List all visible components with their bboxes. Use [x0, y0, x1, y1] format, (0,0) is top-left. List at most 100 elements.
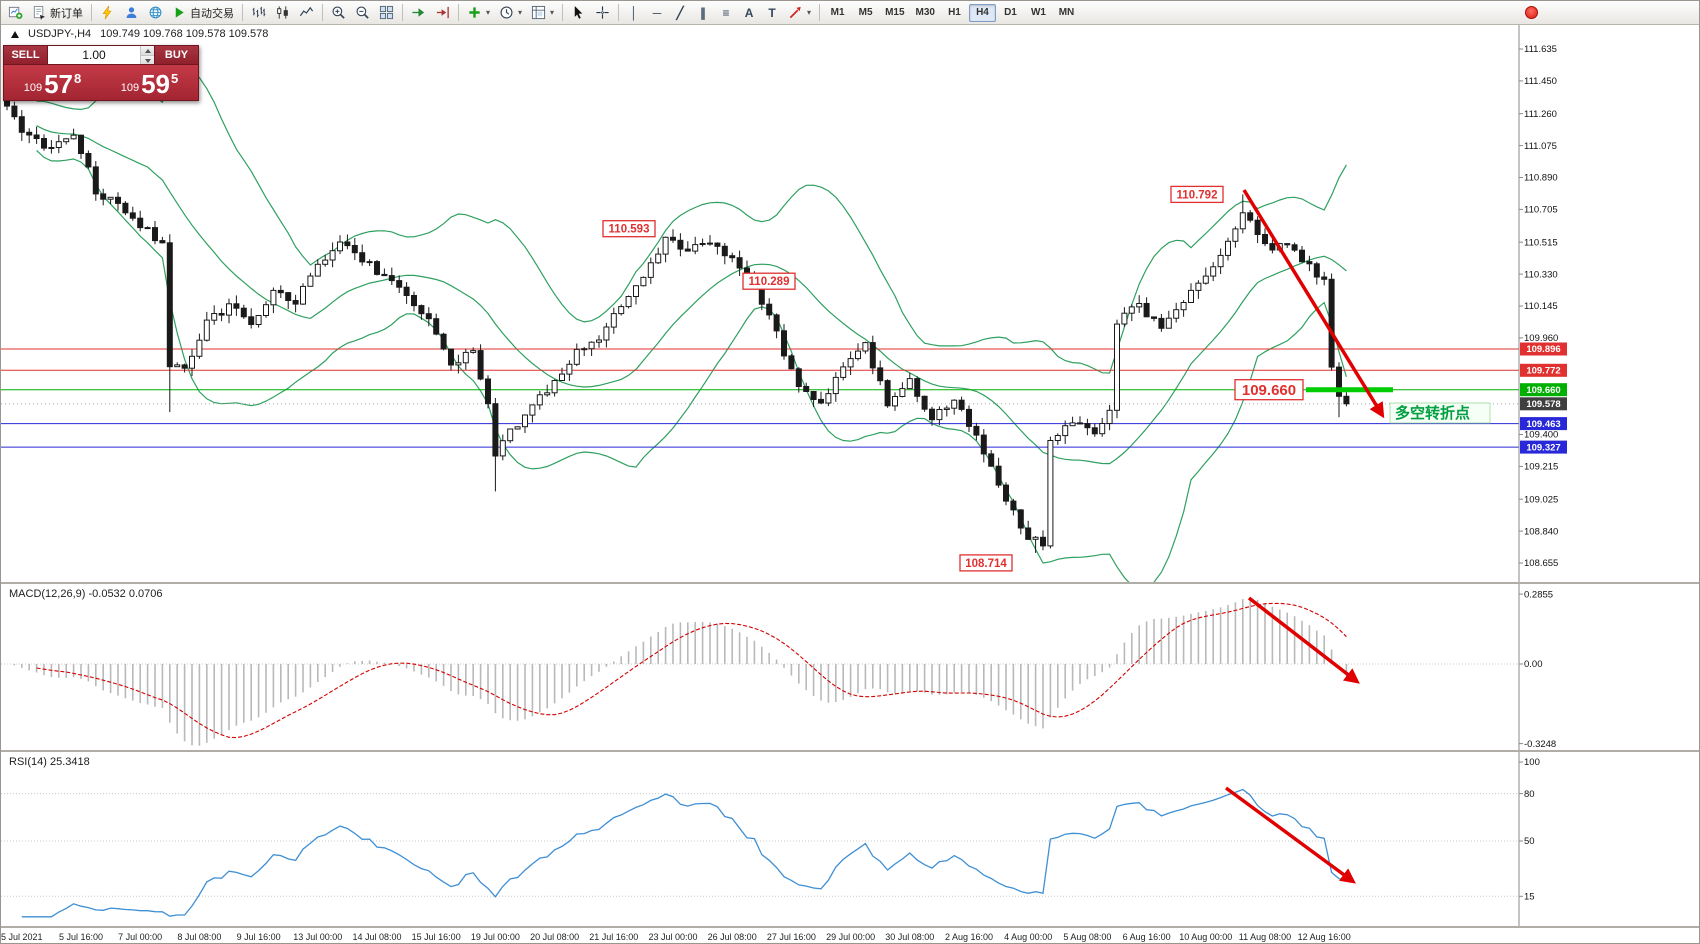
market-button[interactable]: [144, 3, 167, 23]
periods-button[interactable]: ▾: [495, 3, 526, 23]
volume-increase-button[interactable]: [141, 46, 154, 55]
rsi-panel[interactable]: 100 80 50 15: [1, 752, 1700, 926]
timeframe-h1[interactable]: H1: [941, 4, 968, 22]
macd-panel[interactable]: 0.2855 0.00 -0.3248: [1, 584, 1700, 750]
timeframe-m15[interactable]: M15: [880, 4, 909, 22]
mql5-community-icon: [100, 5, 115, 20]
time-label: 21 Jul 16:00: [589, 932, 639, 942]
notification-dot-icon[interactable]: [1525, 6, 1538, 19]
svg-text:109.660: 109.660: [1242, 382, 1296, 399]
svg-text:80: 80: [1524, 789, 1535, 800]
new-order-button[interactable]: 新订单: [28, 3, 87, 23]
svg-text:111.075: 111.075: [1524, 141, 1557, 152]
time-label: 4 Aug 00:00: [1004, 932, 1053, 942]
svg-text:0.00: 0.00: [1524, 659, 1543, 670]
fibonacci-button[interactable]: ≡: [715, 3, 737, 23]
ask-price[interactable]: 109 59 5: [101, 65, 198, 100]
zoom-out-button[interactable]: [351, 3, 374, 23]
timeframe-m1[interactable]: M1: [824, 4, 851, 22]
text-button[interactable]: A: [738, 3, 760, 23]
panel-separator[interactable]: [1, 582, 1699, 584]
time-label: 20 Jul 08:00: [530, 932, 580, 942]
zoom-in-button[interactable]: [327, 3, 350, 23]
timeframe-mn[interactable]: MN: [1053, 4, 1080, 22]
trendline-button[interactable]: ╱: [669, 3, 691, 23]
crosshair-button[interactable]: [591, 3, 614, 23]
label-button[interactable]: T: [761, 3, 783, 23]
crosshair-icon: [595, 5, 610, 20]
timeframe-h4[interactable]: H4: [968, 3, 996, 22]
candlestick-chart-button[interactable]: [271, 3, 294, 23]
svg-text:110.289: 110.289: [749, 276, 790, 288]
volume-decrease-button[interactable]: [141, 54, 154, 64]
sell-button[interactable]: SELL: [3, 45, 48, 65]
time-axis[interactable]: 5 Jul 2021 5 Jul 16:00 7 Jul 00:00 8 Jul 08…: [1, 928, 1699, 943]
vertical-line-button[interactable]: │: [623, 3, 645, 23]
svg-text:108.840: 108.840: [1524, 526, 1558, 537]
ask-pip-digit: 5: [171, 71, 179, 86]
templates-button[interactable]: ▾: [527, 3, 558, 23]
time-label: 26 Jul 08:00: [707, 932, 757, 942]
toolbar-divider: [562, 4, 564, 21]
channel-icon: ∥: [700, 5, 707, 20]
timeframe-w1[interactable]: W1: [1025, 4, 1052, 22]
chart-shift-button[interactable]: [431, 3, 454, 23]
new-chart-button[interactable]: [4, 3, 27, 23]
templates-icon: [531, 5, 546, 20]
symbol-ohlc: 109.749 109.768 109.578 109.578: [100, 28, 269, 40]
chart-shift-icon: [435, 5, 450, 20]
buy-button[interactable]: BUY: [154, 45, 199, 65]
svg-text:100: 100: [1524, 757, 1540, 768]
svg-text:109.660: 109.660: [1526, 385, 1560, 396]
zoom-out-icon: [355, 5, 370, 20]
bid-price[interactable]: 109 57 8: [4, 65, 101, 100]
caret-down-icon: ▾: [550, 8, 555, 17]
macd-values: -0.0532 0.0706: [88, 588, 163, 600]
auto-trading-button[interactable]: 自动交易: [168, 3, 238, 23]
rsi-name: RSI(14): [9, 756, 47, 768]
mql5-community-button[interactable]: [96, 3, 119, 23]
accounts-button[interactable]: [120, 3, 143, 23]
cursor-button[interactable]: [567, 3, 590, 23]
auto-scroll-button[interactable]: [407, 3, 430, 23]
time-label: 27 Jul 16:00: [766, 932, 816, 942]
tile-windows-button[interactable]: [375, 3, 398, 23]
bar-chart-button[interactable]: [247, 3, 270, 23]
line-chart-button[interactable]: [295, 3, 318, 23]
one-click-toggle-icon[interactable]: [11, 30, 19, 38]
bid-prefix: 109: [23, 82, 43, 94]
volume-spinner: [140, 46, 154, 64]
time-label: 14 Jul 08:00: [352, 932, 402, 942]
svg-text:108.655: 108.655: [1524, 558, 1558, 569]
time-label: 10 Aug 00:00: [1179, 932, 1233, 942]
time-label: 11 Aug 08:00: [1238, 932, 1292, 942]
caret-down-icon: ▾: [518, 8, 523, 17]
horizontal-line-button[interactable]: ─: [646, 3, 668, 23]
svg-text:109.025: 109.025: [1524, 494, 1558, 505]
toolbar-divider: [458, 4, 459, 21]
svg-text:-0.3248: -0.3248: [1524, 739, 1556, 750]
ask-prefix: 109: [120, 82, 140, 94]
volume-value[interactable]: 1.00: [82, 48, 106, 62]
candlestick-chart-icon: [275, 5, 290, 20]
volume-field[interactable]: 1.00: [48, 45, 154, 65]
panel-separator[interactable]: [1, 926, 1699, 928]
time-label: 5 Jul 16:00: [58, 932, 104, 942]
vertical-line-icon: │: [630, 5, 638, 20]
accounts-icon: [124, 5, 139, 20]
rsi-indicator-label: RSI(14) 25.3418: [9, 756, 90, 768]
svg-text:110.330: 110.330: [1524, 269, 1558, 280]
shapes-button[interactable]: ▾: [784, 3, 815, 23]
svg-text:110.792: 110.792: [1177, 189, 1218, 201]
market-icon: [148, 5, 163, 20]
timeframe-m30[interactable]: M30: [911, 4, 940, 22]
indicators-button[interactable]: ▾: [463, 3, 494, 23]
timeframe-d1[interactable]: D1: [997, 4, 1024, 22]
periods-icon: [499, 5, 514, 20]
panel-separator[interactable]: [1, 750, 1699, 752]
main-price-chart[interactable]: 111.635 111.450 111.260 111.075 110.890 110.7…: [1, 25, 1700, 582]
svg-text:109.463: 109.463: [1526, 419, 1560, 430]
timeframe-m5[interactable]: M5: [852, 4, 879, 22]
channel-button[interactable]: ∥: [692, 3, 714, 23]
auto-scroll-icon: [411, 5, 426, 20]
